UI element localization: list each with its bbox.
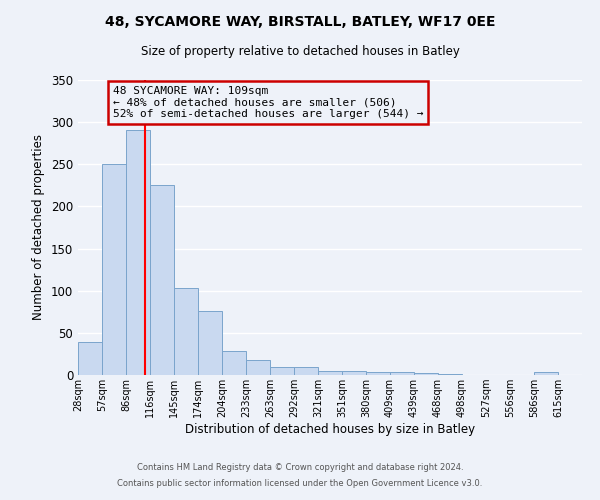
Bar: [247, 360, 269, 375]
Bar: [199, 311, 221, 375]
Bar: [295, 366, 317, 375]
Bar: [103, 164, 125, 375]
Bar: [343, 371, 365, 375]
Bar: [271, 366, 293, 375]
Text: 48 SYCAMORE WAY: 109sqm
← 48% of detached houses are smaller (506)
52% of semi-d: 48 SYCAMORE WAY: 109sqm ← 48% of detache…: [113, 86, 423, 119]
Y-axis label: Number of detached properties: Number of detached properties: [32, 134, 46, 320]
Text: Contains HM Land Registry data © Crown copyright and database right 2024.: Contains HM Land Registry data © Crown c…: [137, 464, 463, 472]
Bar: [127, 130, 149, 375]
Bar: [367, 372, 389, 375]
Text: Contains public sector information licensed under the Open Government Licence v3: Contains public sector information licen…: [118, 478, 482, 488]
Bar: [535, 372, 557, 375]
Bar: [439, 374, 461, 375]
Bar: [79, 342, 101, 375]
Bar: [175, 288, 197, 375]
Bar: [391, 372, 413, 375]
Bar: [223, 350, 245, 375]
Bar: [151, 186, 173, 375]
Bar: [415, 374, 437, 375]
Text: 48, SYCAMORE WAY, BIRSTALL, BATLEY, WF17 0EE: 48, SYCAMORE WAY, BIRSTALL, BATLEY, WF17…: [105, 15, 495, 29]
Text: Size of property relative to detached houses in Batley: Size of property relative to detached ho…: [140, 45, 460, 58]
X-axis label: Distribution of detached houses by size in Batley: Distribution of detached houses by size …: [185, 423, 475, 436]
Bar: [319, 371, 341, 375]
